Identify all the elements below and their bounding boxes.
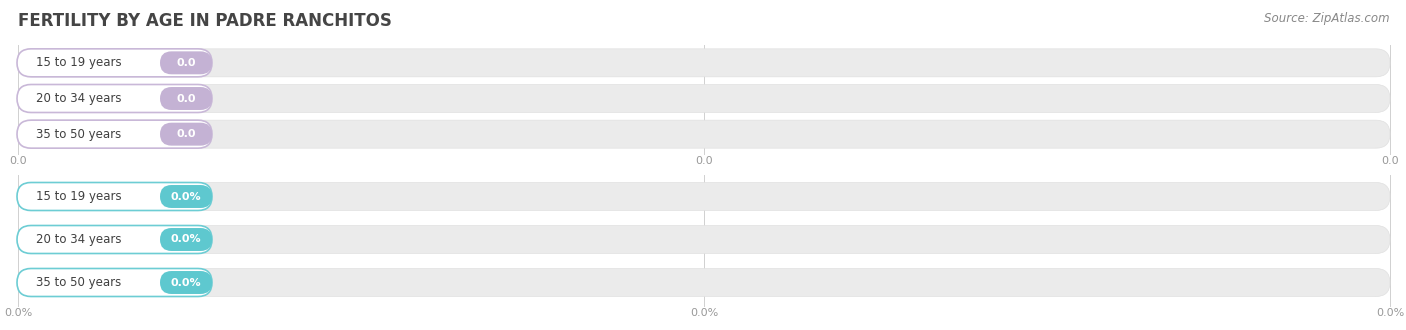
Text: 0.0%: 0.0% [1376, 308, 1405, 318]
FancyBboxPatch shape [18, 225, 1391, 253]
Text: 20 to 34 years: 20 to 34 years [37, 92, 121, 105]
Text: Source: ZipAtlas.com: Source: ZipAtlas.com [1264, 12, 1391, 25]
FancyBboxPatch shape [18, 182, 1391, 211]
FancyBboxPatch shape [17, 120, 212, 148]
FancyBboxPatch shape [160, 185, 212, 208]
FancyBboxPatch shape [160, 51, 212, 74]
FancyBboxPatch shape [18, 49, 1391, 77]
Text: 0.0%: 0.0% [170, 278, 201, 287]
FancyBboxPatch shape [17, 269, 212, 296]
Text: 15 to 19 years: 15 to 19 years [37, 190, 122, 203]
Text: 0.0: 0.0 [1381, 156, 1399, 166]
Text: FERTILITY BY AGE IN PADRE RANCHITOS: FERTILITY BY AGE IN PADRE RANCHITOS [18, 12, 392, 30]
Text: 0.0: 0.0 [695, 156, 713, 166]
Text: 0.0%: 0.0% [690, 308, 718, 318]
Text: 0.0: 0.0 [176, 58, 195, 68]
FancyBboxPatch shape [18, 120, 1391, 148]
Text: 0.0: 0.0 [176, 129, 195, 139]
FancyBboxPatch shape [160, 271, 212, 294]
FancyBboxPatch shape [160, 87, 212, 110]
FancyBboxPatch shape [160, 123, 212, 146]
Text: 0.0%: 0.0% [4, 308, 32, 318]
Text: 35 to 50 years: 35 to 50 years [37, 128, 121, 141]
FancyBboxPatch shape [17, 49, 212, 77]
Text: 0.0%: 0.0% [170, 191, 201, 202]
FancyBboxPatch shape [18, 84, 1391, 113]
Text: 35 to 50 years: 35 to 50 years [37, 276, 121, 289]
FancyBboxPatch shape [18, 269, 1391, 296]
Text: 15 to 19 years: 15 to 19 years [37, 56, 122, 69]
Text: 0.0: 0.0 [176, 93, 195, 104]
Text: 0.0%: 0.0% [170, 235, 201, 245]
FancyBboxPatch shape [17, 225, 212, 253]
Text: 20 to 34 years: 20 to 34 years [37, 233, 121, 246]
FancyBboxPatch shape [17, 182, 212, 211]
FancyBboxPatch shape [17, 84, 212, 113]
FancyBboxPatch shape [160, 228, 212, 251]
Text: 0.0: 0.0 [10, 156, 27, 166]
